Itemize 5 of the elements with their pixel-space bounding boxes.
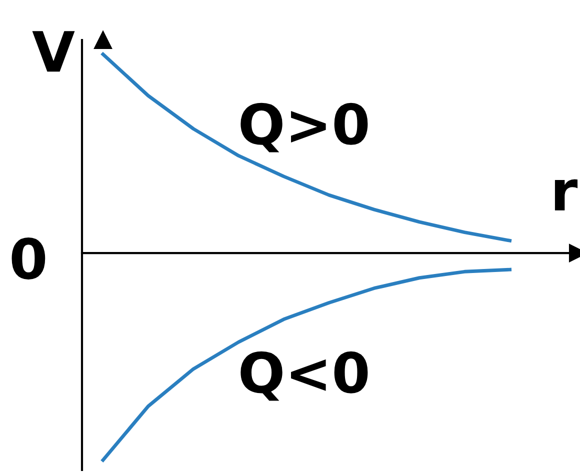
text: 0 [12,237,46,280]
y-axis-title: V [32,31,75,72]
series-label: Q>0 [240,102,368,152]
series-label: Q<0 [240,351,368,401]
x-axis-title: r [554,179,578,210]
